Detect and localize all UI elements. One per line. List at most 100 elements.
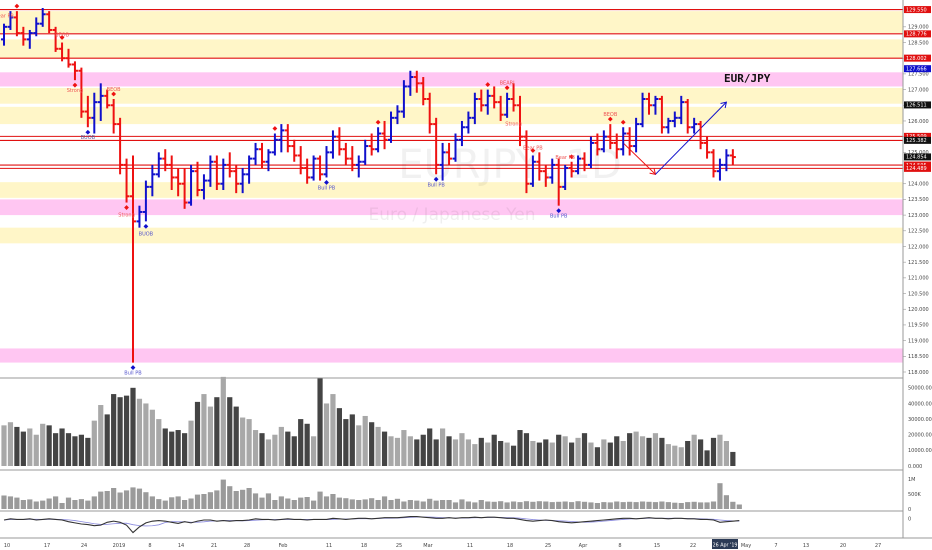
time-axis[interactable]: 10 17 24 2019 8 14 21 28 Feb 11 18 25 Mar 11 18 25 Apr 8 1… — [4, 543, 881, 549]
volume-bar — [7, 422, 14, 466]
diamond-marker — [130, 365, 136, 370]
volume-bar — [1, 425, 7, 466]
price-tick-label: 119.000 — [908, 338, 929, 344]
indicator2-bar — [394, 498, 401, 509]
indicator2-bar — [639, 501, 646, 509]
volume-bar — [472, 444, 478, 466]
price-bar — [471, 92, 478, 125]
price-bar — [104, 89, 111, 109]
volume-bar — [65, 433, 72, 466]
zone-yellow — [0, 227, 903, 244]
indicator2-bar — [91, 496, 97, 509]
indicator-pane-2: 1M 500K 0 — [1, 477, 922, 513]
price-bar — [71, 61, 78, 81]
volume-bar — [601, 439, 607, 466]
indicator2-bar — [543, 501, 549, 509]
volume-bar — [614, 436, 620, 466]
time-tick-label: 25 — [396, 543, 402, 549]
indicator2-bar — [369, 498, 375, 509]
indicator2-tick-label: 500K — [908, 492, 922, 498]
volume-bar — [498, 440, 504, 466]
price-bar — [620, 127, 627, 156]
price-tick-label: 118.500 — [908, 354, 929, 360]
volume-bar — [272, 434, 278, 466]
price-bar — [529, 155, 536, 187]
volume-bar — [201, 394, 207, 466]
volume-bar — [672, 445, 678, 466]
price-bar — [697, 120, 704, 150]
indicator2-bar — [317, 491, 323, 509]
price-tick-label: 119.500 — [908, 323, 929, 329]
signal-label: Bear FB — [0, 14, 14, 20]
volume-bar — [510, 445, 517, 466]
signal-label: BUOB — [139, 231, 154, 237]
price-bar — [252, 142, 259, 165]
volume-bar — [188, 420, 194, 466]
volume-bar — [704, 450, 710, 466]
volume-tick-label: 0.000 — [908, 464, 922, 470]
price-bar — [52, 26, 59, 52]
volume-bar — [459, 433, 465, 466]
price-bar — [200, 174, 207, 200]
zone-yellow — [0, 88, 903, 104]
indicator2-bar — [1, 495, 7, 509]
diamond-marker — [530, 148, 536, 153]
volume-bar — [394, 437, 401, 466]
indicator2-bar — [53, 496, 59, 509]
indicator2-bar — [194, 494, 201, 509]
price-bar — [716, 158, 723, 181]
price-tick-label: 123.000 — [908, 213, 929, 219]
indicator2-bar — [646, 501, 652, 509]
volume-bar — [33, 434, 39, 466]
price-bar — [39, 8, 46, 27]
watermark-name: Euro / Japanese Yen — [368, 205, 535, 225]
signal-label: BEOB — [603, 112, 618, 118]
volume-bar — [478, 437, 484, 466]
volume-bar — [156, 419, 162, 466]
price-bar — [265, 149, 272, 172]
price-tick-label: 126.000 — [908, 119, 929, 125]
volume-bar — [652, 433, 659, 466]
price-tick-label: 129.000 — [908, 25, 929, 31]
indicator2-bar — [362, 499, 368, 509]
price-bar — [710, 149, 717, 178]
price-label: 127.666 — [906, 66, 927, 72]
volume-bar — [485, 442, 491, 466]
price-bar — [587, 136, 594, 169]
volume-bar — [698, 439, 704, 466]
indicator2-bar — [472, 502, 478, 509]
indicator2-bar — [175, 496, 181, 509]
volume-bar — [111, 394, 117, 466]
indicator2-bar — [381, 496, 388, 509]
indicator2-bar — [20, 500, 26, 509]
volume-bar — [214, 397, 220, 466]
volume-bar — [53, 433, 59, 466]
volume-bar — [130, 387, 136, 466]
volume-bar — [336, 408, 342, 466]
indicator2-bar — [240, 489, 246, 509]
price-bar — [484, 89, 491, 115]
volume-bar — [265, 439, 272, 466]
price-bar — [46, 11, 53, 34]
price-label-box — [904, 65, 931, 73]
price-bar — [368, 133, 375, 156]
volume-bar — [14, 426, 20, 466]
volume-bar — [530, 440, 536, 466]
time-tick-label: 27 — [875, 543, 881, 549]
indicator2-bar — [485, 501, 491, 509]
diamond-marker — [14, 3, 20, 9]
price-label-box — [904, 30, 931, 38]
price-bar — [220, 158, 227, 190]
indicator2-bar — [433, 500, 439, 509]
time-tick-label: 2019 — [113, 543, 126, 549]
diamond-marker — [620, 119, 626, 125]
indicator2-bar — [717, 483, 723, 509]
diamond-marker — [433, 176, 439, 182]
volume-bar — [607, 442, 613, 466]
volume-bar — [27, 428, 33, 466]
indicator2-bar — [401, 501, 407, 509]
indicator2-bar — [549, 502, 555, 509]
indicator2-bar — [736, 504, 742, 509]
